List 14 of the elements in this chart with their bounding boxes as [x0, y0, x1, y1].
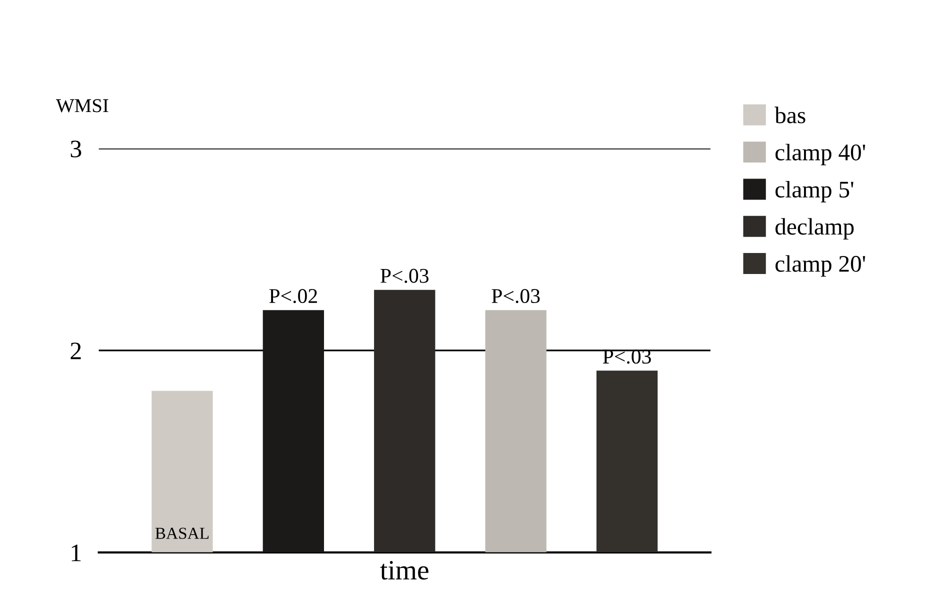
- legend-label: bas: [774, 106, 806, 124]
- data-label: P<.03: [492, 289, 540, 304]
- x-axis-title: time: [380, 560, 428, 580]
- y-axis-title: WMSI: [56, 99, 108, 112]
- y-tick-label: 3: [70, 140, 82, 158]
- annotation: BASAL: [155, 528, 209, 539]
- data-label: P<.02: [269, 289, 317, 304]
- data-label: P<.03: [380, 268, 429, 283]
- legend-label: declamp: [775, 218, 854, 240]
- y-tick-label: 2: [70, 342, 81, 360]
- legend-label: clamp 5': [776, 180, 854, 202]
- y-tick-label: 1: [72, 544, 81, 562]
- legend-label: clamp 20': [776, 255, 866, 277]
- legend-label: clamp 40': [776, 144, 866, 166]
